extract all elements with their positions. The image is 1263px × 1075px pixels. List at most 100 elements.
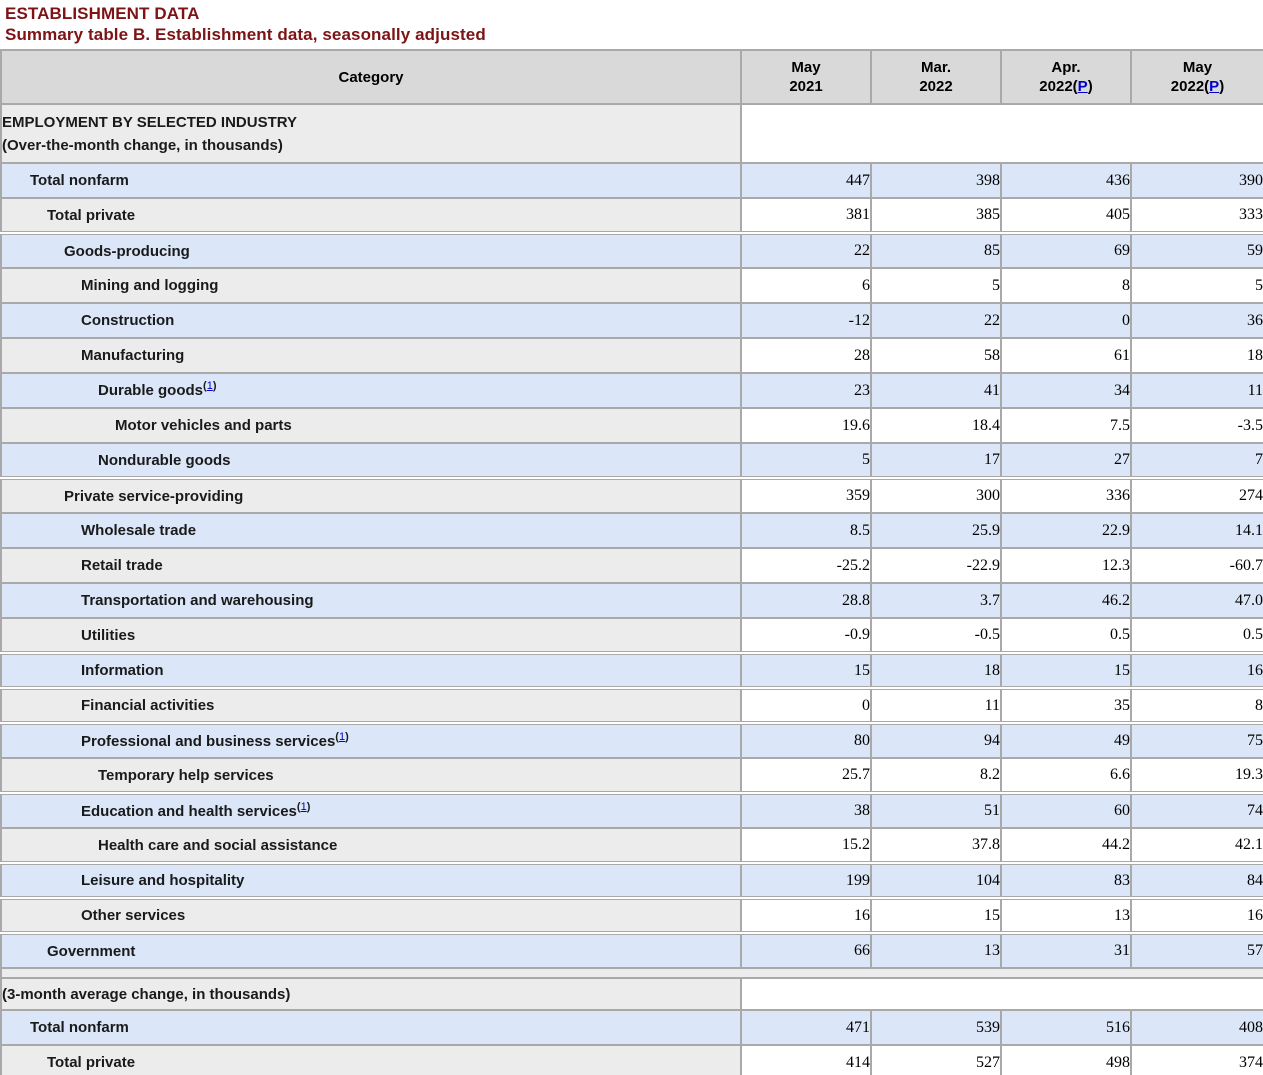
- category-label: Education and health services: [81, 802, 297, 820]
- category-cell: Temporary help services: [0, 757, 742, 794]
- section-header-line: (Over-the-month change, in thousands): [2, 136, 283, 154]
- value-cell: -3.5: [1130, 407, 1263, 444]
- value-cell: 385: [870, 197, 1002, 234]
- value-cell: 539: [870, 1009, 1002, 1046]
- category-cell: Financial activities: [0, 686, 742, 724]
- column-header-year: 2021: [789, 78, 823, 95]
- table-row: Total nonfarm 471 539 516 408: [0, 1009, 1263, 1046]
- value-cell: 34: [1000, 372, 1132, 409]
- value-cell: 41: [870, 372, 1002, 409]
- category-cell: Transportation and warehousing: [0, 582, 742, 619]
- value-cell: 15: [740, 651, 872, 689]
- footnote-marker: (1): [335, 730, 349, 743]
- table-row: Total private 414 527 498 374: [0, 1044, 1263, 1075]
- footnote-link[interactable]: 1: [338, 730, 346, 743]
- category-cell: Other services: [0, 896, 742, 934]
- category-label: Temporary help services: [98, 766, 274, 784]
- value-cell: 8.5: [740, 512, 872, 549]
- table-row: Transportation and warehousing 28.8 3.7 46.…: [0, 582, 1263, 619]
- category-label: Retail trade: [81, 557, 163, 574]
- column-header-category: Category: [0, 49, 742, 105]
- value-cell: 51: [870, 791, 1002, 829]
- value-cell: 47.0: [1130, 582, 1263, 619]
- value-cell: 69: [1000, 231, 1132, 269]
- column-header-month: May: [1182, 59, 1213, 76]
- value-cell: 3.7: [870, 582, 1002, 619]
- value-cell: 15: [870, 896, 1002, 934]
- value-cell: 66: [740, 931, 872, 969]
- value-cell: 59: [1130, 231, 1263, 269]
- footnote-marker: (1): [203, 380, 217, 392]
- footnote-link[interactable]: 1: [300, 800, 307, 813]
- value-cell: 516: [1000, 1009, 1132, 1046]
- category-label: Total nonfarm: [30, 172, 129, 189]
- value-cell: 16: [740, 896, 872, 934]
- table-row: Leisure and hospitality 199 104 83 84: [0, 861, 1263, 899]
- value-cell: 75: [1130, 721, 1263, 759]
- category-label: Information: [81, 662, 164, 679]
- value-cell: 15: [1000, 651, 1132, 689]
- category-cell: Professional and business services(1): [0, 721, 742, 759]
- preliminary-footnote-link[interactable]: P: [1077, 78, 1088, 95]
- value-cell: 408: [1130, 1009, 1263, 1046]
- value-cell: 199: [740, 861, 872, 899]
- value-cell: 8: [1130, 686, 1263, 724]
- section-header-line: (3-month average change, in thousands): [2, 985, 291, 1003]
- category-cell: Wholesale trade: [0, 512, 742, 549]
- value-cell: 13: [870, 931, 1002, 969]
- preliminary-footnote-link[interactable]: P: [1209, 78, 1220, 95]
- category-label: Mining and logging: [81, 277, 219, 294]
- category-cell: Retail trade: [0, 547, 742, 584]
- value-cell: 37.8: [870, 827, 1002, 864]
- category-cell: Nondurable goods: [0, 442, 742, 479]
- table-row: Utilities -0.9 -0.5 0.5 0.5: [0, 617, 1263, 654]
- value-cell: 42.1: [1130, 827, 1263, 864]
- category-label: Transportation and warehousing: [81, 592, 314, 609]
- value-cell: 83: [1000, 861, 1132, 899]
- table-row: Wholesale trade 8.5 25.9 22.9 14.1: [0, 512, 1263, 549]
- section-header-empty-cell: [740, 103, 1263, 164]
- category-label: Nondurable goods: [98, 451, 231, 469]
- category-label: Goods-producing: [64, 242, 190, 260]
- category-cell: Motor vehicles and parts: [0, 407, 742, 444]
- value-cell: 15.2: [740, 827, 872, 864]
- category-label: Durable goods: [98, 382, 204, 399]
- table-row: Durable goods(1) 23 41 34 11: [0, 372, 1263, 409]
- table-row: Construction -12 22 0 36: [0, 302, 1263, 339]
- footnote-link[interactable]: 1: [206, 380, 213, 392]
- value-cell: 60: [1000, 791, 1132, 829]
- value-cell: -0.5: [870, 617, 1002, 654]
- value-cell: 414: [740, 1044, 872, 1075]
- column-header-period: Mar. 2022: [870, 49, 1002, 105]
- value-cell: 13: [1000, 896, 1132, 934]
- value-cell: 38: [740, 791, 872, 829]
- value-cell: 336: [1000, 476, 1132, 514]
- value-cell: 19.6: [740, 407, 872, 444]
- value-cell: 14.1: [1130, 512, 1263, 549]
- value-cell: 35: [1000, 686, 1132, 724]
- table-row: Temporary help services 25.7 8.2 6.6 19.3: [0, 757, 1263, 794]
- value-cell: -60.7: [1130, 547, 1263, 584]
- column-header-year: 2022: [919, 78, 953, 95]
- value-cell: 84: [1130, 861, 1263, 899]
- value-cell: 5: [1130, 267, 1263, 304]
- section-header-row: (3-month average change, in thousands): [0, 977, 1263, 1011]
- value-cell: 19.3: [1130, 757, 1263, 794]
- table-row: Professional and business services(1) 80 9…: [0, 721, 1263, 759]
- value-cell: 31: [1000, 931, 1132, 969]
- value-cell: 0.5: [1000, 617, 1132, 654]
- value-cell: 6.6: [1000, 757, 1132, 794]
- value-cell: 274: [1130, 476, 1263, 514]
- value-cell: 7.5: [1000, 407, 1132, 444]
- column-header-period: Apr. 2022(P): [1000, 49, 1132, 105]
- value-cell: 22: [740, 231, 872, 269]
- value-cell: -25.2: [740, 547, 872, 584]
- value-cell: 85: [870, 231, 1002, 269]
- table-row: Total private 381 385 405 333: [0, 197, 1263, 234]
- category-label: Government: [47, 942, 136, 960]
- category-cell: Construction: [0, 302, 742, 339]
- section-header-cell: (3-month average change, in thousands): [0, 977, 742, 1011]
- table-row: Education and health services(1) 38 51 60 74: [0, 791, 1263, 829]
- section-separator-cell: [0, 967, 1263, 979]
- value-cell: 18.4: [870, 407, 1002, 444]
